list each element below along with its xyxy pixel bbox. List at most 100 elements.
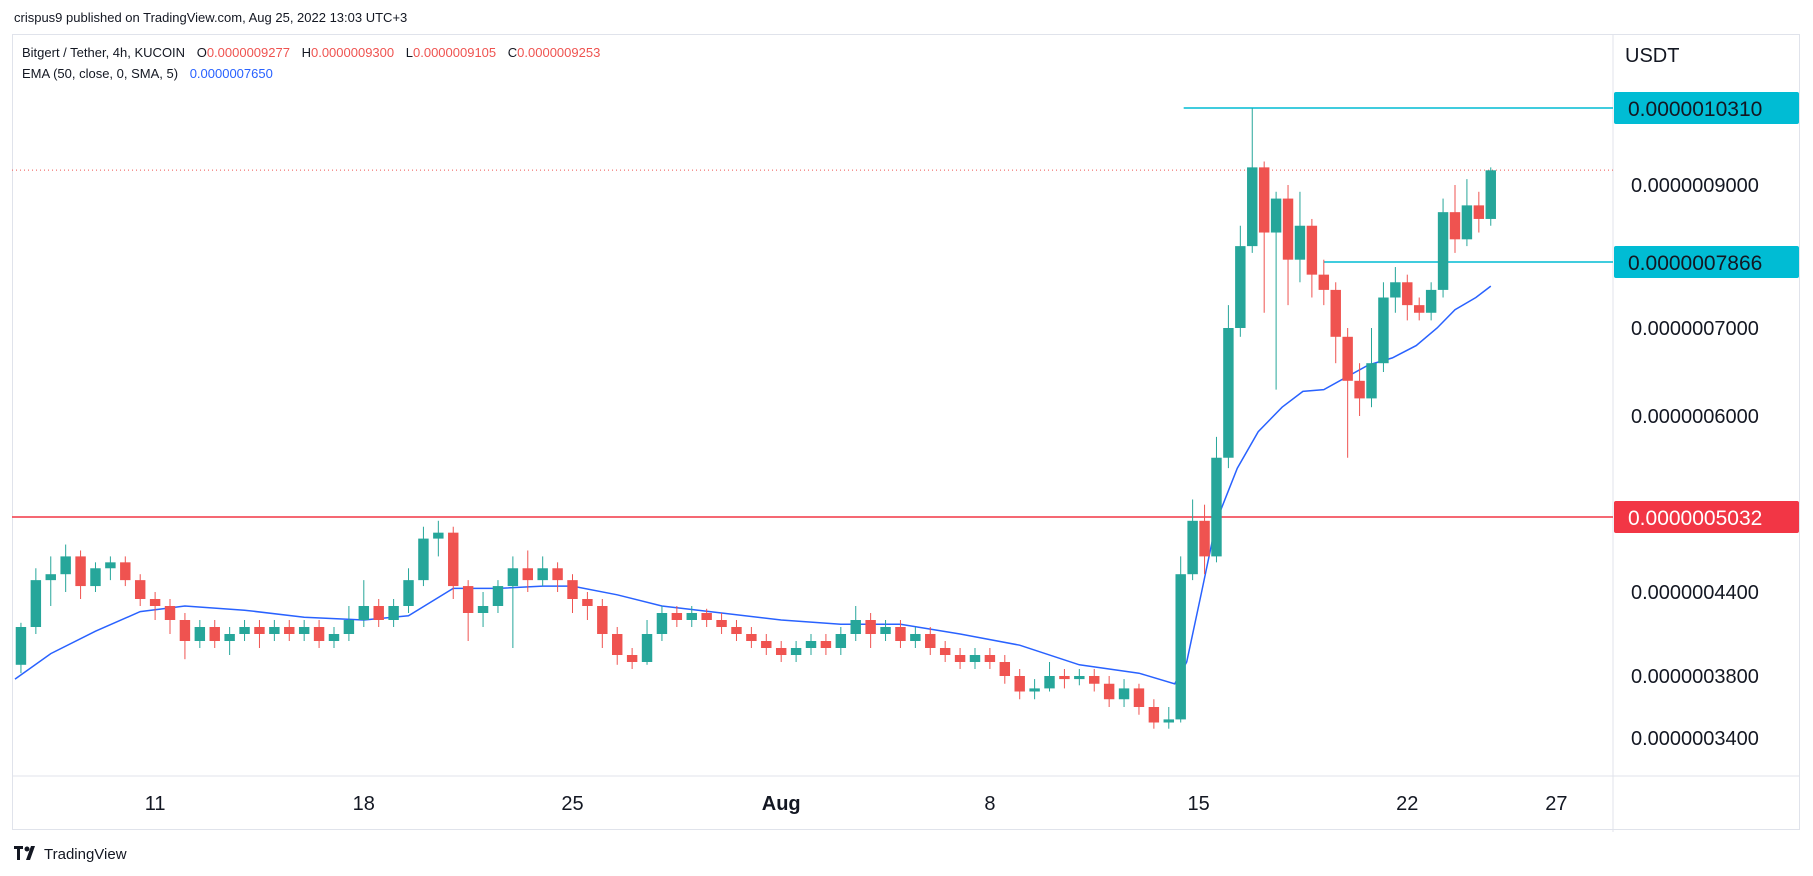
candle-body [1258, 167, 1270, 233]
candle-body [1354, 380, 1365, 399]
candle-body [999, 662, 1011, 676]
candle-body [820, 641, 832, 648]
candle-body [1413, 305, 1425, 313]
candle-body [626, 655, 638, 662]
candle-body [1163, 719, 1174, 723]
candle-body [850, 620, 861, 634]
candle-body [761, 641, 772, 648]
candle-body [522, 568, 533, 581]
candle-body [1074, 676, 1085, 680]
candle-body [30, 580, 42, 627]
candle-body [656, 613, 668, 634]
candle-body [1461, 205, 1473, 240]
candle-body [328, 634, 340, 641]
ema-legend: EMA (50, close, 0, SMA, 5) 0.0000007650 [22, 66, 273, 81]
candle-body [1437, 212, 1449, 290]
candle-body [1485, 170, 1496, 219]
candle-body [1330, 289, 1341, 337]
candle-body [939, 648, 951, 655]
candle-body [1366, 363, 1377, 399]
candle-body [269, 627, 280, 634]
candle-body [1211, 457, 1222, 557]
candle-body [612, 634, 623, 655]
candle-body [1449, 212, 1461, 240]
candle-body [1473, 205, 1485, 219]
candle-body [120, 562, 131, 581]
candle-body [507, 568, 519, 587]
open-value: 0.0000009277 [206, 45, 290, 60]
candle-body [209, 627, 220, 641]
candle-body [1247, 167, 1258, 247]
candle-body [597, 606, 608, 634]
candle-body [1318, 274, 1330, 290]
ema-label[interactable]: EMA (50, close, 0, SMA, 5) [22, 66, 179, 81]
candle-body [746, 634, 757, 641]
candle-body [895, 627, 906, 641]
candle-body [701, 613, 712, 620]
candle-body [1133, 688, 1145, 707]
close-value: 0.0000009253 [517, 45, 601, 60]
price-tick-label: 0.0000003400 [1631, 728, 1759, 750]
price-tick-label: 0.0000004400 [1631, 582, 1759, 604]
candle-body [1402, 282, 1413, 306]
candle-body [1103, 683, 1115, 700]
candle-body [984, 655, 996, 662]
footer-brand-label: TradingView [44, 846, 127, 863]
candle-body [716, 620, 727, 627]
low-label: L [405, 45, 413, 60]
candle-body [552, 568, 563, 581]
symbol-label[interactable]: Bitgert / Tether, 4h, KUCOIN [22, 45, 186, 60]
candle-body [313, 627, 325, 641]
time-tick-label: 27 [1545, 793, 1567, 815]
candle-body [790, 648, 802, 655]
candle-body [448, 532, 459, 587]
candle-body [462, 586, 474, 613]
candle-body [388, 606, 399, 620]
candle-body [925, 634, 936, 648]
candle-body [1187, 520, 1198, 575]
time-tick-label: 25 [561, 793, 583, 815]
candle-body [1029, 688, 1040, 692]
candle-body [284, 627, 295, 634]
candle-body [954, 655, 966, 662]
candle-body [567, 580, 578, 599]
published-byline: crispus9 published on TradingView.com, A… [14, 10, 408, 25]
candle-body [1223, 328, 1234, 458]
time-tick-label: 15 [1187, 793, 1209, 815]
candle-body [686, 613, 697, 620]
chart-frame [12, 34, 1800, 830]
candle-body [537, 568, 548, 581]
candle-body [1235, 246, 1246, 328]
candle-body [1378, 297, 1389, 364]
candle-body [805, 641, 817, 648]
time-tick-label: Aug [762, 793, 801, 815]
price-tick-label: 0.0000007000 [1631, 318, 1759, 340]
high-label: H [301, 45, 311, 60]
candle-body [1118, 688, 1130, 700]
level-price-label: 0.0000007866 [1628, 252, 1762, 275]
candle-body [239, 627, 250, 634]
candle-body [1175, 574, 1186, 720]
candle-body [582, 599, 593, 606]
candle-body [418, 538, 429, 581]
candle-body [1294, 225, 1306, 260]
candle-body [1282, 198, 1294, 260]
price-tick-label: 0.0000009000 [1631, 175, 1759, 197]
candle-body [477, 606, 489, 613]
candle-body [910, 634, 921, 641]
candle-body [298, 627, 310, 634]
level-price-label: 0.0000010310 [1628, 98, 1762, 121]
candle-body [45, 574, 56, 581]
price-tick-label: 0.0000006000 [1631, 406, 1759, 428]
candle-body [775, 648, 787, 655]
high-value: 0.0000009300 [310, 45, 395, 60]
close-label: C [507, 45, 518, 60]
price-tick-label: 0.0000003800 [1631, 666, 1759, 688]
candle-body [1014, 676, 1025, 692]
candle-body [90, 568, 101, 587]
candle-body [403, 580, 414, 606]
candle-body [60, 556, 71, 575]
candle-body [1148, 707, 1160, 723]
candle-body [134, 580, 146, 599]
